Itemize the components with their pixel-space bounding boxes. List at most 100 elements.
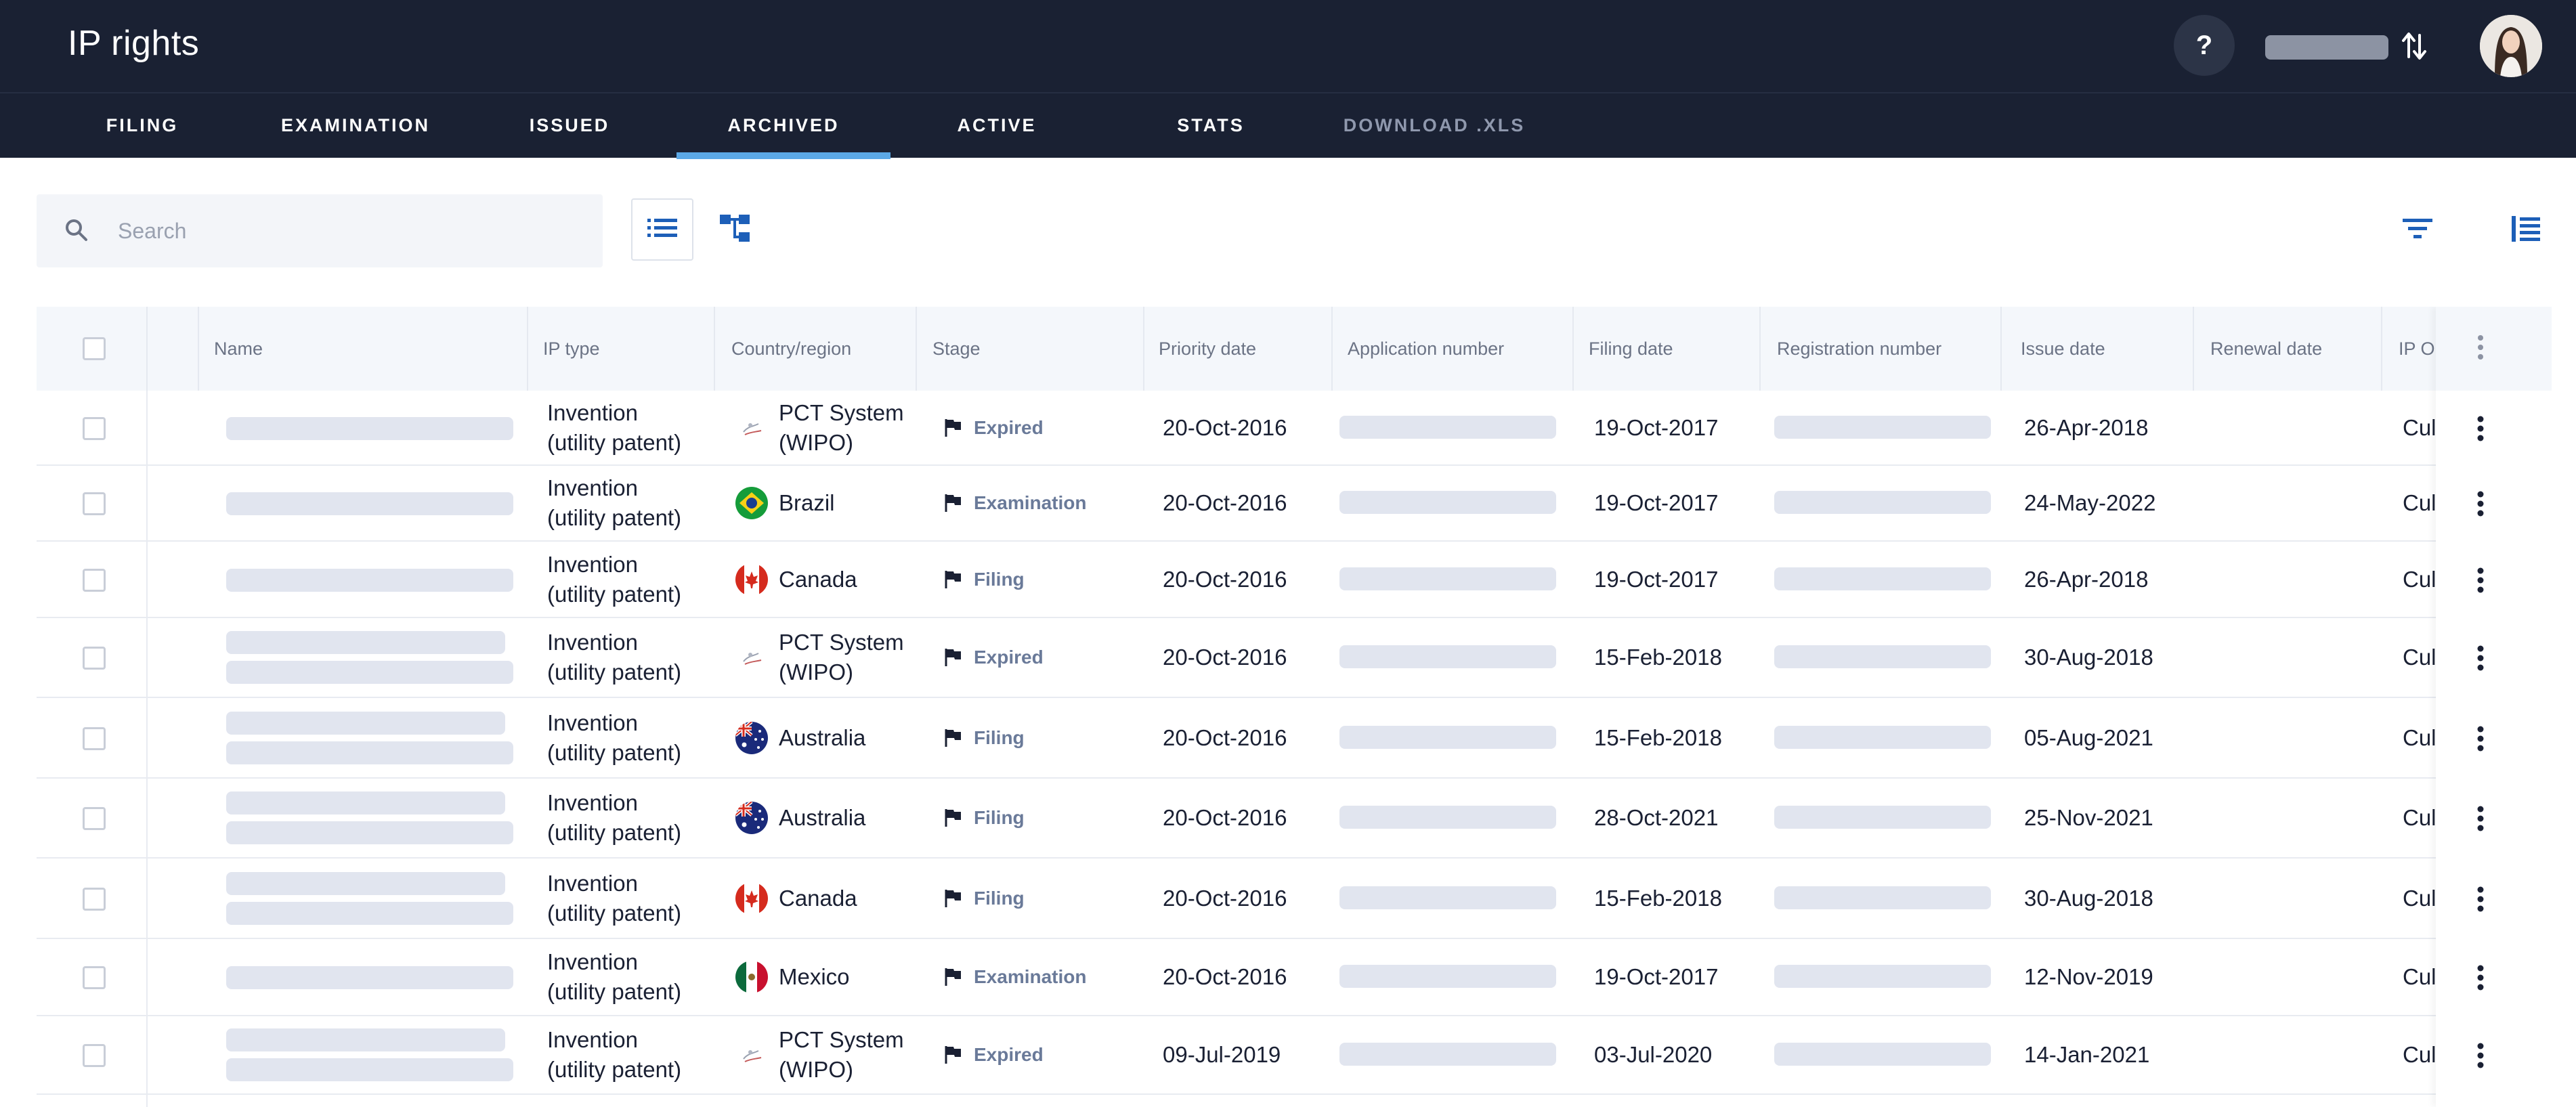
stage-badge: Filing [974,568,1025,590]
column-header-country[interactable]: Country/region [731,338,852,359]
tab-issued[interactable]: ISSUED [529,115,610,135]
column-header-name[interactable]: Name [214,338,263,359]
ip-type-line: (utility patent) [547,505,682,530]
list-view-button[interactable] [631,198,693,261]
issue-date-cell: 30-Aug-2018 [2024,645,2153,670]
row-checkbox[interactable] [83,1044,106,1067]
row-more-icon[interactable] [2467,483,2494,524]
select-all-checkbox[interactable] [83,337,106,360]
flag-icon [944,569,963,590]
column-header-ip-owner[interactable]: IP O [2399,338,2435,359]
column-header-priority-date[interactable]: Priority date [1159,338,1257,359]
row-more-icon[interactable] [2467,1035,2494,1076]
column-settings-button[interactable] [2506,210,2546,251]
tab-filing[interactable]: FILING [106,115,179,135]
flag-icon [944,808,963,828]
table-row[interactable]: Invention (utility patent) Canada Filing 20-… [37,542,2552,618]
country-line: (WIPO) [779,659,853,685]
column-header-ip-type[interactable]: IP type [543,338,600,359]
stage-cell: Examination [944,466,1140,540]
ip-rights-table: Name IP type Country/region Stage Priori… [37,307,2552,1107]
search-input[interactable] [118,215,578,247]
name-redacted [226,791,505,815]
table-row[interactable]: Invention (utility patent) PCT System (WIPO… [37,618,2552,698]
table-row[interactable]: Invention (utility patent) Australia Filing… [37,698,2552,779]
column-list-icon [2512,215,2540,245]
table-row[interactable]: Invention (utility patent) PCT System (WIPO… [37,1016,2552,1095]
page-title: IP rights [68,24,200,63]
application-number-redacted [1339,415,1556,439]
stage-cell: Expired [944,618,1140,697]
country-line: PCT System [779,1027,904,1052]
ip-type-cell: Invention (utility patent) [547,391,710,464]
column-header-renewal-date[interactable]: Renewal date [2210,338,2323,359]
table-row[interactable]: Invention (utility patent) Australia Filing… [37,779,2552,859]
column-header-filing-date[interactable]: Filing date [1589,338,1673,359]
column-options-icon[interactable] [2467,327,2494,368]
row-more-icon[interactable] [2467,879,2494,919]
ip-type-text: Invention (utility patent) [547,947,681,1007]
help-button[interactable]: ? [2174,15,2235,76]
application-number-redacted [1339,886,1556,909]
ip-owner-cell: Cul [2403,645,2436,670]
table-row[interactable]: Invention (utility patent) Brazil Examinati… [37,466,2552,542]
column-header-application-number[interactable]: Application number [1348,338,1505,359]
table-row[interactable]: Invention (utility patent) Mexico Examinati… [37,939,2552,1016]
renewal-date-cell [2210,391,2373,464]
tab-archived[interactable]: ARCHIVED [727,115,840,135]
tree-view-button[interactable] [704,198,767,261]
row-more-icon[interactable] [2467,408,2494,449]
ip-type-text: Invention (utility patent) [547,1025,681,1085]
name-redacted [226,901,513,925]
ip-type-text: Invention (utility patent) [547,628,681,687]
flag-icon [944,967,963,987]
priority-date-cell: 20-Oct-2016 [1163,414,1287,440]
row-checkbox[interactable] [83,887,106,911]
column-header-stage[interactable]: Stage [932,338,981,359]
country-line: Canada [779,566,857,592]
issue-date-cell: 30-Aug-2018 [2024,885,2153,911]
row-more-icon[interactable] [2467,718,2494,759]
row-checkbox[interactable] [83,966,106,989]
ip-type-text: Invention (utility patent) [547,869,681,928]
priority-date-cell: 20-Oct-2016 [1163,805,1287,830]
stage-cell: Expired [944,391,1140,464]
country-name: PCT System (WIPO) [779,398,904,458]
filter-button[interactable] [2397,210,2438,251]
filing-date-cell: 19-Oct-2017 [1594,566,1719,592]
row-checkbox[interactable] [83,807,106,830]
table-row[interactable]: Invention (utility patent) Canada Filing 20-… [37,859,2552,939]
row-more-icon[interactable] [2467,957,2494,998]
ip-type-line: Invention [547,475,638,500]
row-checkbox[interactable] [83,568,106,592]
row-checkbox[interactable] [83,492,106,515]
tab-stats[interactable]: STATS [1177,115,1245,135]
country-cell: Canada [735,542,913,617]
application-number-redacted [1339,806,1556,829]
row-more-icon[interactable] [2467,638,2494,678]
row-checkbox[interactable] [83,416,106,440]
application-number-redacted [1339,645,1556,668]
account-name-placeholder[interactable] [2265,35,2388,60]
registration-number-redacted [1774,491,1991,514]
ip-type-line: (utility patent) [547,900,682,926]
avatar[interactable] [2480,15,2542,77]
row-checkbox[interactable] [83,647,106,670]
column-header-issue-date[interactable]: Issue date [2021,338,2105,359]
issue-date-cell: 24-May-2022 [2024,490,2156,515]
switch-account-icon[interactable] [2401,26,2428,66]
tab-active[interactable]: ACTIVE [957,115,1037,135]
country-cell: Mexico [735,939,913,1015]
column-header-registration-number[interactable]: Registration number [1777,338,1942,359]
filing-date-cell: 15-Feb-2018 [1594,645,1722,670]
row-checkbox[interactable] [83,726,106,750]
table-row[interactable]: Invention (utility patent) PCT System (WIPO… [37,391,2552,466]
row-more-icon[interactable] [2467,798,2494,839]
renewal-date-cell [2210,939,2373,1015]
tab-download-xls[interactable]: DOWNLOAD .XLS [1343,115,1526,135]
canada-flag-icon [735,882,768,915]
row-more-icon[interactable] [2467,560,2494,601]
tab-examination[interactable]: EXAMINATION [281,115,430,135]
wipo-flag-icon [735,1039,768,1071]
search-box[interactable] [37,194,603,267]
